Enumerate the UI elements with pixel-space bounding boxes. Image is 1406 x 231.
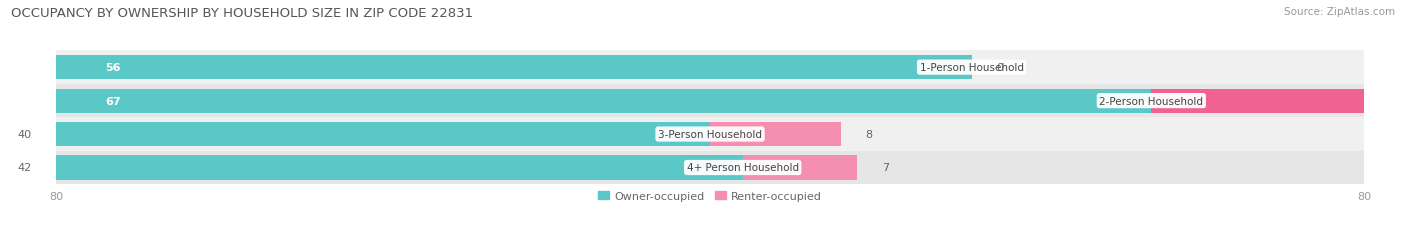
Bar [56,151,1364,184]
Bar [56,118,1364,151]
Bar [710,122,841,146]
Text: 8: 8 [865,130,873,140]
Text: 7: 7 [882,163,889,173]
Bar [56,156,742,180]
Text: 1-Person Household: 1-Person Household [920,63,1024,73]
Bar [742,156,858,180]
Bar [56,85,1364,118]
Text: 56: 56 [105,63,121,73]
Text: 67: 67 [105,96,121,106]
Bar [56,122,710,146]
Text: OCCUPANCY BY OWNERSHIP BY HOUSEHOLD SIZE IN ZIP CODE 22831: OCCUPANCY BY OWNERSHIP BY HOUSEHOLD SIZE… [11,7,474,20]
Text: 42: 42 [17,163,32,173]
Bar [56,89,1152,113]
Text: 3-Person Household: 3-Person Household [658,130,762,140]
Text: Source: ZipAtlas.com: Source: ZipAtlas.com [1284,7,1395,17]
Bar [56,56,972,80]
Text: 2-Person Household: 2-Person Household [1099,96,1204,106]
Bar [56,51,1364,85]
Legend: Owner-occupied, Renter-occupied: Owner-occupied, Renter-occupied [593,186,827,205]
Text: 0: 0 [995,63,1002,73]
Text: 40: 40 [18,130,32,140]
Bar [1152,89,1406,113]
Text: 4+ Person Household: 4+ Person Household [686,163,799,173]
